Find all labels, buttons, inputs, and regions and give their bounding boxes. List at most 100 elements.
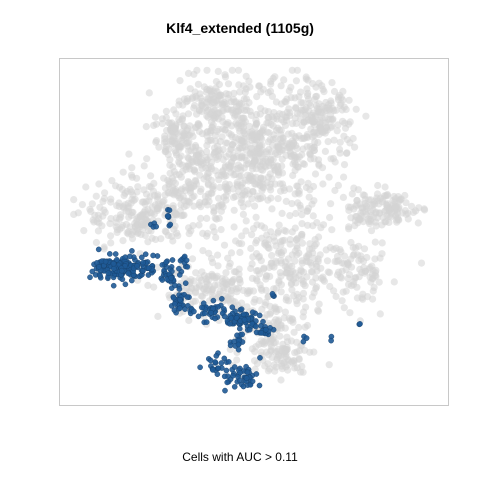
background-cell-point (258, 187, 266, 195)
background-cell-point (248, 132, 256, 140)
background-cell-point (337, 248, 345, 256)
background-cell-point (310, 348, 318, 356)
background-cell-point (338, 259, 346, 267)
highlighted-cell-point (257, 354, 263, 361)
background-cell-point (200, 175, 208, 183)
background-cell-point (214, 67, 222, 75)
background-cell-point (248, 165, 257, 173)
background-cell-point (193, 110, 201, 118)
background-cell-point (268, 262, 276, 270)
highlighted-cell-point (177, 272, 183, 278)
background-cell-point (298, 220, 306, 228)
background-cell-point (74, 209, 82, 217)
background-cell-point (198, 102, 206, 110)
background-cell-point (293, 290, 301, 298)
background-cell-point (256, 129, 264, 137)
highlighted-cell-point (140, 259, 146, 266)
highlighted-cell-point (236, 377, 243, 384)
highlighted-cell-point (134, 263, 140, 269)
background-cell-point (308, 278, 317, 286)
background-cell-point (232, 237, 240, 245)
background-cell-point (325, 173, 333, 181)
background-cell-point (367, 227, 376, 235)
background-cell-point (335, 268, 343, 276)
background-cell-point (291, 114, 299, 122)
background-cell-point (171, 208, 179, 216)
background-cell-point (327, 200, 335, 208)
background-cell-point (306, 143, 314, 151)
background-cell-point (228, 277, 236, 285)
highlighted-cell-point (184, 263, 191, 270)
background-cell-point (321, 147, 329, 155)
background-cell-point (99, 197, 107, 205)
highlighted-cell-point (258, 330, 265, 336)
background-cell-point (227, 290, 235, 298)
background-cell-point (357, 212, 365, 220)
highlighted-cell-point (243, 375, 250, 382)
background-cell-point (206, 153, 214, 161)
background-cell-point (196, 90, 204, 98)
background-cell-point (267, 77, 275, 85)
background-cell-point (145, 89, 153, 97)
background-cell-point (283, 140, 291, 148)
background-cell-point (230, 206, 238, 214)
background-cell-point (277, 376, 285, 384)
background-cell-point (346, 118, 354, 126)
highlighted-cell-point (105, 270, 112, 276)
background-cell-point (100, 245, 108, 253)
background-cell-point (317, 224, 325, 232)
background-cell-point (262, 286, 270, 294)
background-cell-point (143, 155, 151, 163)
background-cell-point (233, 179, 241, 187)
background-cell-point (236, 279, 244, 287)
background-cell-point (297, 99, 305, 107)
background-cell-point (219, 167, 227, 175)
background-cell-point (175, 97, 183, 105)
background-cell-point (121, 189, 129, 197)
background-cell-point (257, 174, 265, 182)
highlighted-cell-point (226, 320, 233, 327)
background-cell-point (325, 104, 333, 113)
background-cell-point (106, 220, 114, 228)
highlighted-cell-point (303, 335, 310, 341)
background-cell-point (189, 297, 197, 305)
background-cell-point (376, 310, 384, 318)
background-cell-point (140, 162, 148, 170)
background-cell-point (200, 285, 208, 293)
background-cell-point (100, 206, 108, 214)
background-cell-point (340, 161, 349, 169)
background-cell-point (316, 251, 324, 259)
background-cell-point (290, 328, 298, 336)
background-cell-point (315, 100, 323, 108)
highlighted-cell-point (184, 294, 191, 300)
highlighted-cell-point (176, 265, 182, 272)
background-cell-point (286, 112, 294, 120)
background-cell-point (223, 153, 231, 161)
background-cell-point (217, 91, 225, 99)
highlighted-cell-point (249, 309, 256, 315)
background-cell-point (95, 180, 103, 188)
background-cell-point (234, 121, 242, 129)
background-cell-point (347, 238, 355, 247)
background-cell-point (224, 94, 232, 102)
background-cell-point (306, 116, 314, 125)
background-cell-point (266, 272, 274, 280)
highlighted-cell-point (107, 251, 113, 257)
background-cell-point (273, 162, 281, 170)
background-cell-point (343, 149, 351, 157)
background-cell-point (326, 213, 334, 222)
background-cell-point (229, 193, 238, 201)
background-cell-point (332, 292, 340, 301)
background-cell-point (147, 172, 155, 180)
background-cell-point (203, 98, 211, 106)
background-cell-point (257, 150, 265, 158)
highlighted-cell-point (253, 329, 260, 336)
background-cell-point (293, 244, 301, 252)
background-cell-point (239, 190, 247, 198)
highlighted-cell-point (213, 353, 220, 359)
background-cell-point (213, 272, 221, 280)
background-cell-point (316, 118, 324, 126)
background-cell-point (331, 158, 339, 166)
highlighted-cell-point (125, 270, 132, 277)
background-cell-point (170, 168, 178, 176)
